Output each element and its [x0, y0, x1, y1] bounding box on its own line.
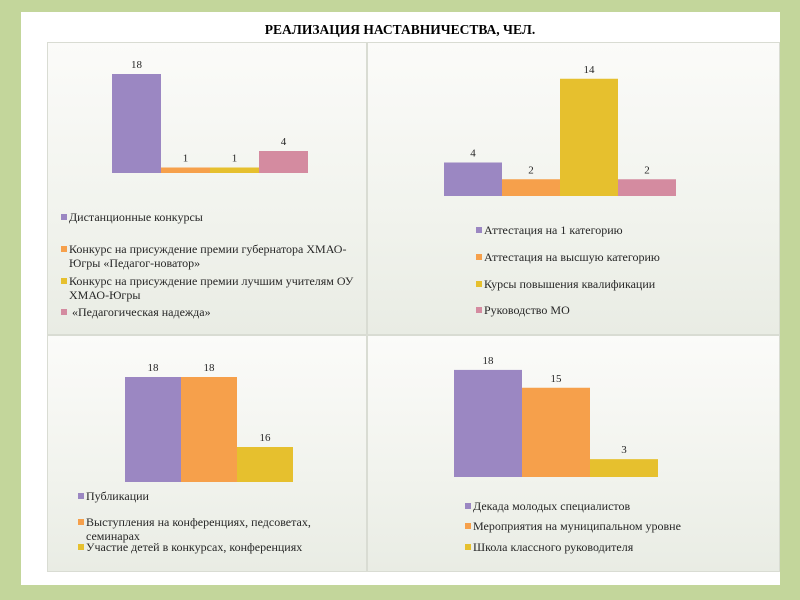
- legend-item-municipal-events: Мероприятия на муниципальном уровне: [465, 519, 773, 533]
- value-label-class-teacher-school: 3: [621, 444, 627, 456]
- slide-title: РЕАЛИЗАЦИЯ НАСТАВНИЧЕСТВА, ЧЕЛ.: [264, 22, 536, 37]
- bar-conference-talks: [181, 377, 237, 482]
- value-label-mo-leadership: 2: [644, 164, 650, 176]
- bar-first-category: [444, 162, 502, 196]
- legend-item-training-courses: Курсы повышения квалификации: [476, 277, 764, 291]
- legend-label: Участие детей в конкурсах, конференциях: [86, 540, 303, 554]
- chart-panel-qualification: 4 2 14 2 Аттестация на 1 категорию Аттестац…: [367, 42, 780, 335]
- bar-publications: [125, 377, 181, 482]
- legend-swatch: [61, 214, 67, 220]
- legend-label: Дистанционные конкурсы: [69, 210, 203, 224]
- legend-label: Мероприятия на муниципальном уровне: [473, 519, 681, 533]
- legend-swatch: [476, 281, 482, 287]
- legend-label: Конкурс на присуждение премии губернатор…: [69, 242, 347, 270]
- legend-swatch: [465, 503, 471, 509]
- bar-chart-contests: 181 14: [112, 59, 308, 173]
- legend-item-publications: Публикации: [78, 489, 362, 503]
- value-label-first-category: 4: [470, 148, 476, 160]
- bar-municipal-events: [522, 387, 590, 477]
- legend-swatch: [61, 278, 67, 284]
- legend-item-distance-contests: Дистанционные конкурсы: [61, 210, 365, 224]
- legend-label: Декада молодых специалистов: [473, 499, 631, 513]
- legend-label: Курсы повышения квалификации: [484, 277, 656, 291]
- legend-item-student-contests: Участие детей в конкурсах, конференциях: [78, 540, 362, 554]
- legend-swatch: [476, 307, 482, 313]
- bar-class-teacher-school: [590, 459, 658, 477]
- legend-label: «Педагогическая надежда»: [69, 305, 211, 319]
- bar-mo-leadership: [618, 179, 676, 196]
- value-label-young-specialists-decade: 18: [483, 355, 495, 367]
- value-label-municipal-events: 15: [551, 373, 563, 385]
- legend-swatch: [78, 544, 84, 550]
- legend-item-best-teachers-prize: Конкурс на присуждение премии лучшим учи…: [61, 274, 365, 302]
- bar-chart-events: 18 15 3: [454, 355, 658, 477]
- bar-chart-qualification: 4 2 14 2: [444, 64, 676, 196]
- legend-label: Выступления на конференциях, педсоветах,…: [86, 515, 314, 543]
- legend-item-highest-category: Аттестация на высшую категорию: [476, 250, 764, 264]
- bar-pedagogical-hope: [259, 151, 308, 173]
- legend-swatch: [476, 254, 482, 260]
- value-label-training-courses: 14: [584, 64, 596, 76]
- chart-panel-events: 18 15 3 Декада молодых специалистов Меропр…: [367, 335, 780, 572]
- legend-item-young-specialists-decade: Декада молодых специалистов: [465, 499, 773, 513]
- legend-item-first-category: Аттестация на 1 категорию: [476, 223, 764, 237]
- legend-label: Школа классного руководителя: [473, 540, 634, 554]
- chart-panel-contests: 18 1 1 4 Дистанционные конкурсы Конкурс на …: [47, 42, 367, 335]
- legend-item-mo-leadership: Руководство МО: [476, 303, 764, 317]
- legend-label: Руководство МО: [484, 303, 570, 317]
- bar-chart-publications: 18 18 16: [125, 362, 293, 482]
- legend-item-class-teacher-school: Школа классного руководителя: [465, 540, 773, 554]
- legend-item-conference-talks: Выступления на конференциях, педсоветах,…: [78, 515, 362, 543]
- legend-item-governor-prize: Конкурс на присуждение премии губернатор…: [61, 242, 365, 270]
- legend-swatch: [465, 523, 471, 529]
- legend-swatch: [78, 493, 84, 499]
- value-label-distance-contests: 18: [131, 59, 143, 71]
- value-label-pedagogical-hope: 4: [281, 136, 287, 148]
- legend-label: Аттестация на 1 категорию: [484, 223, 623, 237]
- value-label-highest-category: 2: [528, 164, 534, 176]
- legend-label: Конкурс на присуждение премии лучшим учи…: [69, 274, 357, 302]
- value-label-publications: 18: [148, 362, 160, 374]
- chart-panel-publications: 18 18 16 Публикации Выступления на конфере…: [47, 335, 367, 572]
- value-label-conference-talks: 18: [204, 362, 216, 374]
- legend-swatch: [61, 246, 67, 252]
- bar-highest-category: [502, 179, 560, 196]
- legend-swatch: [61, 309, 67, 315]
- value-label-best-teachers-prize: 1: [232, 153, 238, 165]
- value-label-student-contests: 16: [260, 432, 272, 444]
- bar-best-teachers-prize: [210, 167, 259, 173]
- legend-swatch: [465, 544, 471, 550]
- legend-swatch: [476, 227, 482, 233]
- bar-young-specialists-decade: [454, 369, 522, 477]
- legend-label: Аттестация на высшую категорию: [484, 250, 660, 264]
- bar-governor-prize: [161, 167, 210, 173]
- bar-distance-contests: [112, 74, 161, 173]
- value-label-governor-prize: 1: [183, 153, 189, 165]
- legend-swatch: [78, 519, 84, 525]
- legend-label: Публикации: [86, 489, 149, 503]
- bar-training-courses: [560, 78, 618, 196]
- legend-item-pedagogical-hope: «Педагогическая надежда»: [61, 305, 365, 319]
- bar-student-contests: [237, 447, 293, 482]
